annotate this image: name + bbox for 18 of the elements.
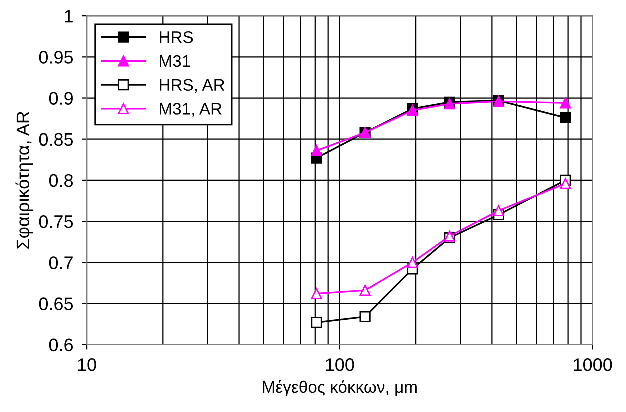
x-tick-label: 1000 xyxy=(574,358,612,372)
legend-label: M31, AR xyxy=(160,103,222,117)
y-tick-label: 0.85 xyxy=(39,133,74,146)
y-tick-label: 1 xyxy=(65,10,73,23)
legend-label: M31 xyxy=(160,55,190,68)
y-tick-label: 0.65 xyxy=(39,298,74,310)
y-tick-label: 0.8 xyxy=(49,174,74,188)
y-tick-label: 0.6 xyxy=(49,338,74,352)
x-tick-label: 100 xyxy=(326,358,354,372)
y-tick-label: 0.75 xyxy=(39,215,74,228)
legend-label: HRS xyxy=(160,32,194,44)
y-tick-label: 0.95 xyxy=(39,51,74,64)
x-axis-title: Μέγεθος κόκκων, μm xyxy=(263,380,417,396)
y-axis-title: Σφαιρικότητα, AR xyxy=(16,112,34,249)
legend-label: HRS, AR xyxy=(160,79,225,94)
y-tick-label: 0.9 xyxy=(49,92,73,105)
x-tick-label: 10 xyxy=(78,358,96,372)
y-tick-label: 0.7 xyxy=(49,256,73,270)
